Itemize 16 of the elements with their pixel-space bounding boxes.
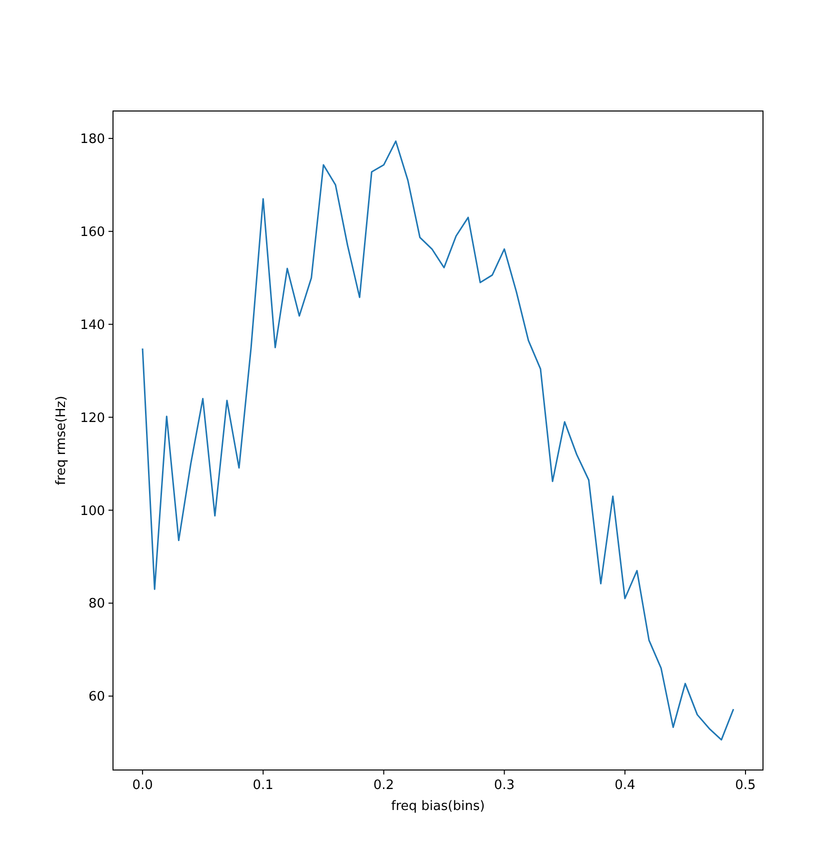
- y-tick-label: 120: [80, 410, 105, 426]
- x-tick-label: 0.5: [735, 778, 756, 793]
- y-tick-label: 60: [88, 690, 105, 705]
- x-axis-title: freq bias(bins): [391, 799, 485, 814]
- y-tick-label: 100: [80, 504, 105, 519]
- x-tick-label: 0.3: [494, 778, 515, 793]
- y-tick-label: 80: [88, 596, 105, 612]
- y-axis-title: freq rmse(Hz): [54, 396, 69, 486]
- x-tick-label: 0.0: [132, 778, 153, 793]
- x-tick-label: 0.1: [252, 778, 274, 793]
- x-tick-label: 0.2: [373, 778, 394, 793]
- x-tick-label: 0.4: [614, 778, 636, 793]
- y-tick-label: 180: [80, 132, 105, 147]
- y-tick-label: 160: [80, 224, 105, 240]
- line-series: [142, 140, 734, 741]
- y-tick-label: 140: [80, 318, 105, 333]
